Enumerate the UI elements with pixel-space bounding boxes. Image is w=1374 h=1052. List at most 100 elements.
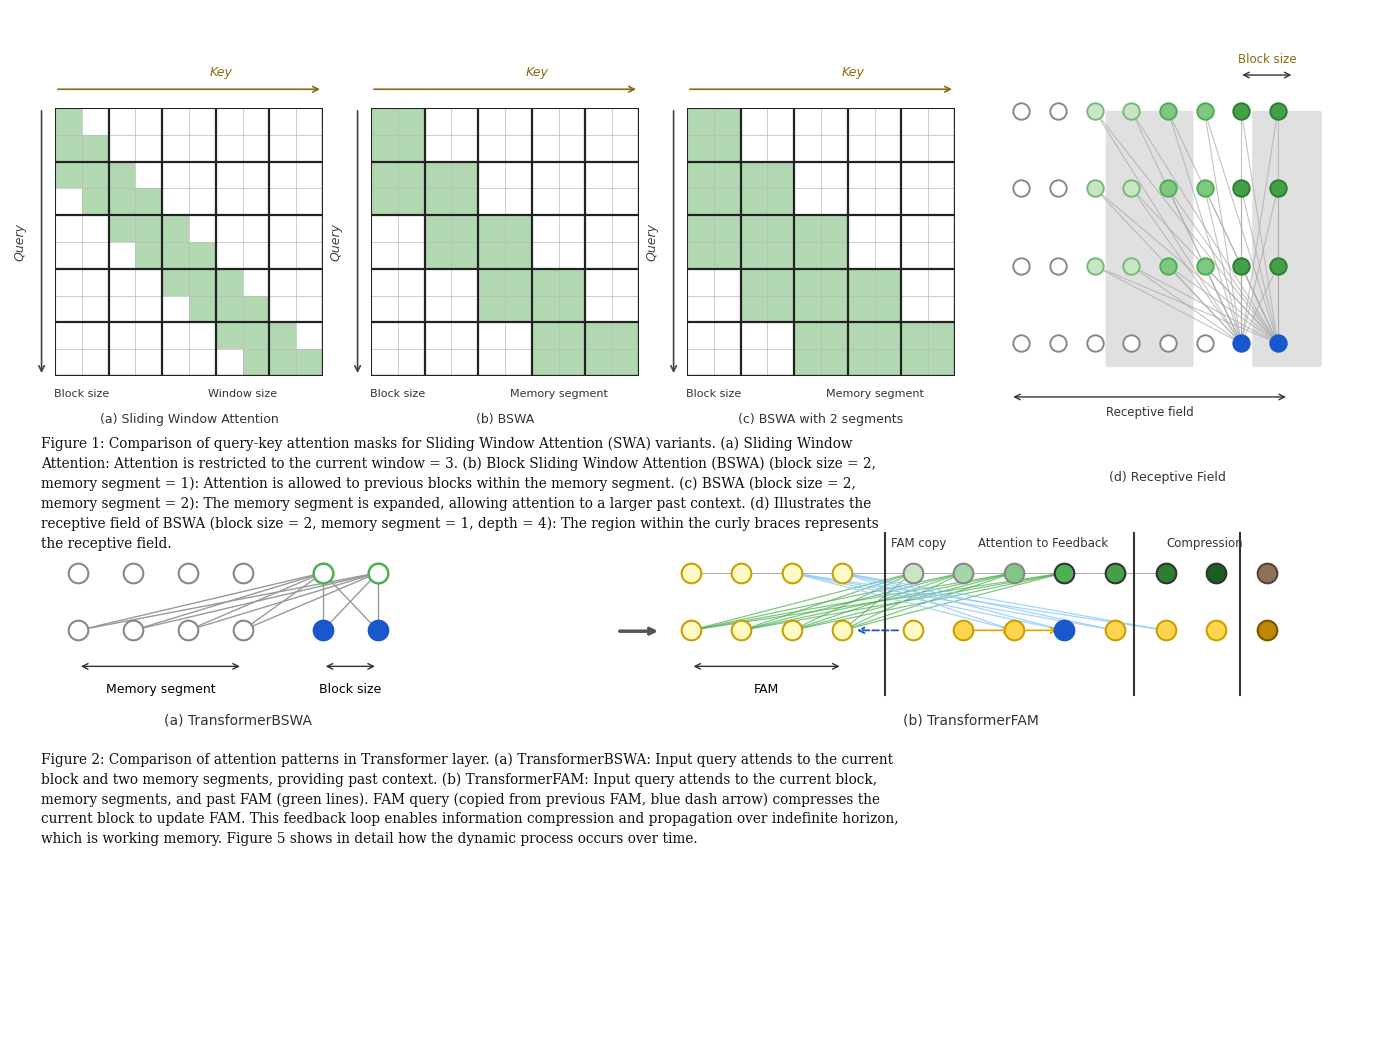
Bar <box>714 108 741 135</box>
Bar <box>243 349 269 376</box>
Bar <box>162 268 190 296</box>
Bar <box>929 322 955 349</box>
Bar <box>532 322 559 349</box>
Bar <box>371 135 398 162</box>
Bar <box>506 242 532 268</box>
Text: Receptive field: Receptive field <box>1106 406 1194 419</box>
Point <box>1157 258 1179 275</box>
Bar <box>243 296 269 322</box>
Text: Block size: Block size <box>370 389 426 400</box>
Point <box>1267 102 1289 119</box>
Bar <box>398 108 425 135</box>
Point <box>1047 102 1069 119</box>
Bar <box>162 242 190 268</box>
Bar <box>767 216 794 242</box>
Text: Memory segment: Memory segment <box>106 683 216 695</box>
Bar <box>506 268 532 296</box>
Bar <box>901 322 929 349</box>
Bar <box>532 349 559 376</box>
Bar <box>794 322 822 349</box>
Point <box>1194 180 1216 197</box>
Bar <box>714 216 741 242</box>
Bar <box>425 188 452 216</box>
Bar <box>452 188 478 216</box>
Text: Compression: Compression <box>1167 537 1243 550</box>
Text: (c) BSWA with 2 segments: (c) BSWA with 2 segments <box>738 413 904 426</box>
Bar <box>559 322 585 349</box>
Bar <box>714 188 741 216</box>
Bar <box>109 216 136 242</box>
Text: (a) TransformerBSWA: (a) TransformerBSWA <box>165 713 312 727</box>
Bar <box>398 188 425 216</box>
Point <box>901 564 923 581</box>
Point <box>1157 335 1179 351</box>
Bar <box>269 322 297 349</box>
Point <box>1154 564 1176 581</box>
Point <box>1084 258 1106 275</box>
Bar <box>848 268 875 296</box>
Point <box>122 622 144 639</box>
Point <box>831 622 853 639</box>
Bar <box>478 242 506 268</box>
Bar <box>767 162 794 188</box>
Point <box>1230 102 1252 119</box>
Point <box>1256 622 1278 639</box>
Bar <box>767 268 794 296</box>
Bar <box>794 296 822 322</box>
Bar <box>506 216 532 242</box>
Point <box>1120 335 1142 351</box>
Text: Key: Key <box>210 65 232 79</box>
Point <box>1084 102 1106 119</box>
Point <box>1054 564 1076 581</box>
Bar <box>162 216 190 242</box>
Point <box>1105 622 1127 639</box>
Bar <box>109 188 136 216</box>
Bar <box>767 242 794 268</box>
Bar <box>559 296 585 322</box>
Bar <box>82 135 109 162</box>
Bar <box>55 135 82 162</box>
Bar <box>136 242 162 268</box>
Bar <box>398 162 425 188</box>
Bar <box>794 216 822 242</box>
Point <box>1157 180 1179 197</box>
Bar <box>82 162 109 188</box>
Bar <box>875 322 901 349</box>
Bar <box>425 216 452 242</box>
Bar <box>478 216 506 242</box>
Point <box>177 622 199 639</box>
Bar <box>741 242 767 268</box>
Point <box>1010 102 1032 119</box>
Bar <box>822 349 848 376</box>
Bar <box>452 162 478 188</box>
Bar <box>794 349 822 376</box>
Point <box>780 622 802 639</box>
Bar <box>190 296 216 322</box>
Point <box>367 564 389 581</box>
Text: Query: Query <box>330 223 342 261</box>
Text: (b) BSWA: (b) BSWA <box>475 413 534 426</box>
Bar <box>714 135 741 162</box>
Point <box>1230 258 1252 275</box>
Bar <box>190 268 216 296</box>
Text: Key: Key <box>842 65 864 79</box>
Point <box>367 622 389 639</box>
Point <box>831 564 853 581</box>
Point <box>1084 335 1106 351</box>
Bar <box>875 349 901 376</box>
Bar <box>929 349 955 376</box>
Bar <box>532 296 559 322</box>
Point <box>1120 102 1142 119</box>
Bar <box>741 188 767 216</box>
Bar <box>559 349 585 376</box>
Bar <box>243 322 269 349</box>
FancyBboxPatch shape <box>1106 110 1194 367</box>
Point <box>1047 335 1069 351</box>
Point <box>731 622 753 639</box>
Point <box>232 622 254 639</box>
Point <box>1230 180 1252 197</box>
Point <box>1267 258 1289 275</box>
Text: (a) Sliding Window Attention: (a) Sliding Window Attention <box>99 413 279 426</box>
Bar <box>875 268 901 296</box>
Point <box>680 564 702 581</box>
